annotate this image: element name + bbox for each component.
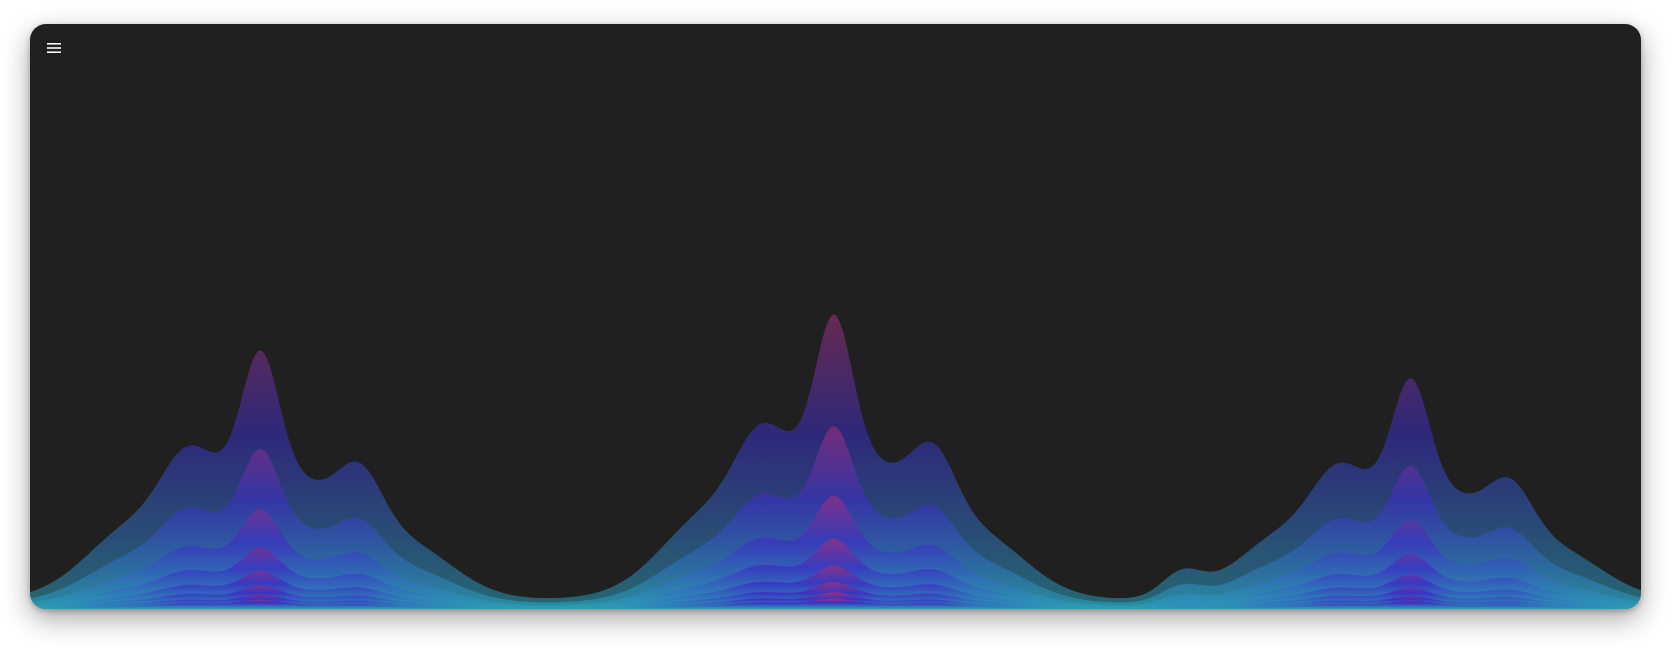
visualizer-card: [30, 24, 1641, 609]
wave-layer: [30, 598, 1641, 609]
hamburger-menu-icon: [47, 43, 61, 53]
menu-button[interactable]: [42, 36, 66, 60]
audio-wave-visualization: [30, 314, 1641, 609]
